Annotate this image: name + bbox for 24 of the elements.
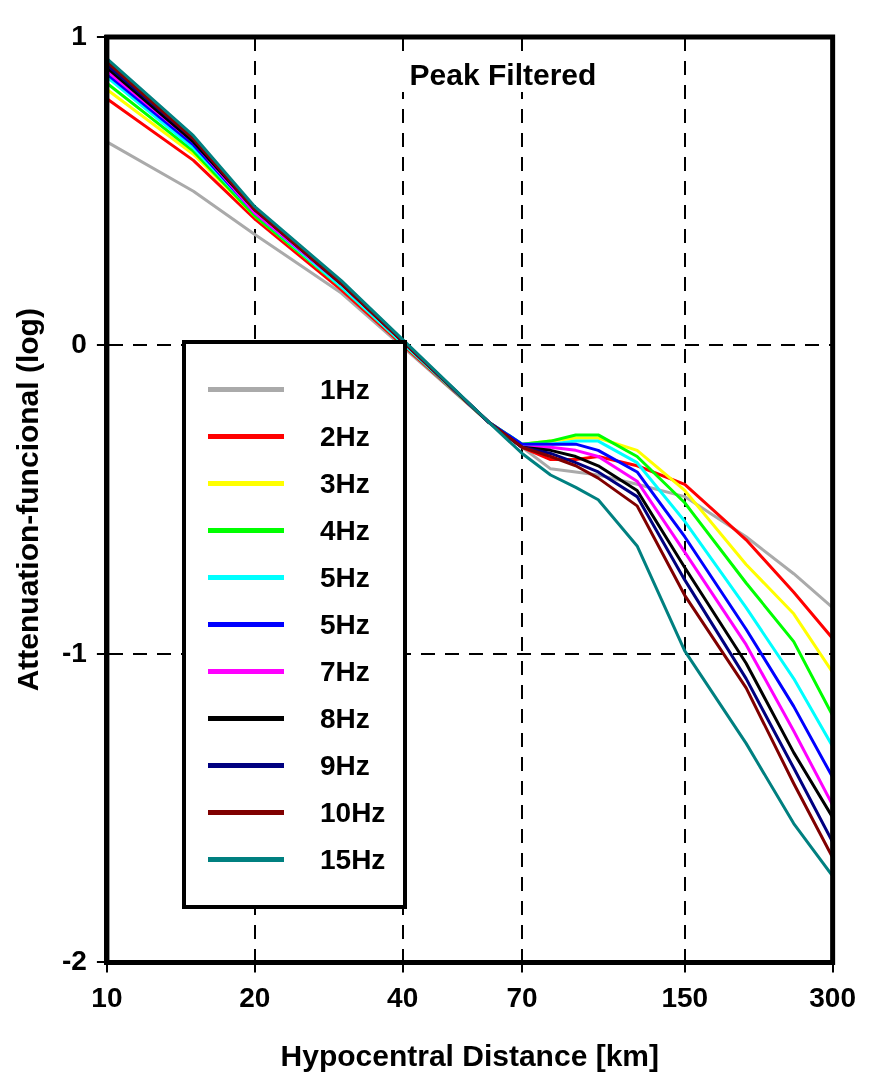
x-tick-label: 40 [387,981,419,1013]
x-tick-label: 70 [506,981,538,1013]
y-tick-label: -1 [61,636,87,668]
y-tick-label: 1 [71,19,87,51]
legend-label: 8Hz [320,702,370,735]
legend-label: 15Hz [320,843,386,876]
legend-label: 1Hz [320,373,370,406]
x-axis-title: Hypocentral Distance [km] [280,1039,659,1073]
x-tick-label: 150 [661,981,709,1013]
legend-label: 10Hz [320,796,386,829]
x-tick-label: 10 [91,981,123,1013]
legend-label: 5Hz [320,561,370,594]
legend-label: 5Hz [320,608,370,641]
y-axis-title: Attenuation-funcional (log) [11,308,45,692]
x-tick-label: 20 [239,981,271,1013]
legend-label: 4Hz [320,514,370,547]
legend-label: 2Hz [320,420,370,453]
x-tick-label: 300 [809,981,856,1013]
text: Peak Filtered [368,58,638,92]
y-tick-label: 0 [71,328,87,360]
legend-label: 9Hz [320,749,370,782]
legend-label: 7Hz [320,655,370,688]
legend-label: 3Hz [320,467,370,500]
y-tick-label: -2 [61,945,87,977]
